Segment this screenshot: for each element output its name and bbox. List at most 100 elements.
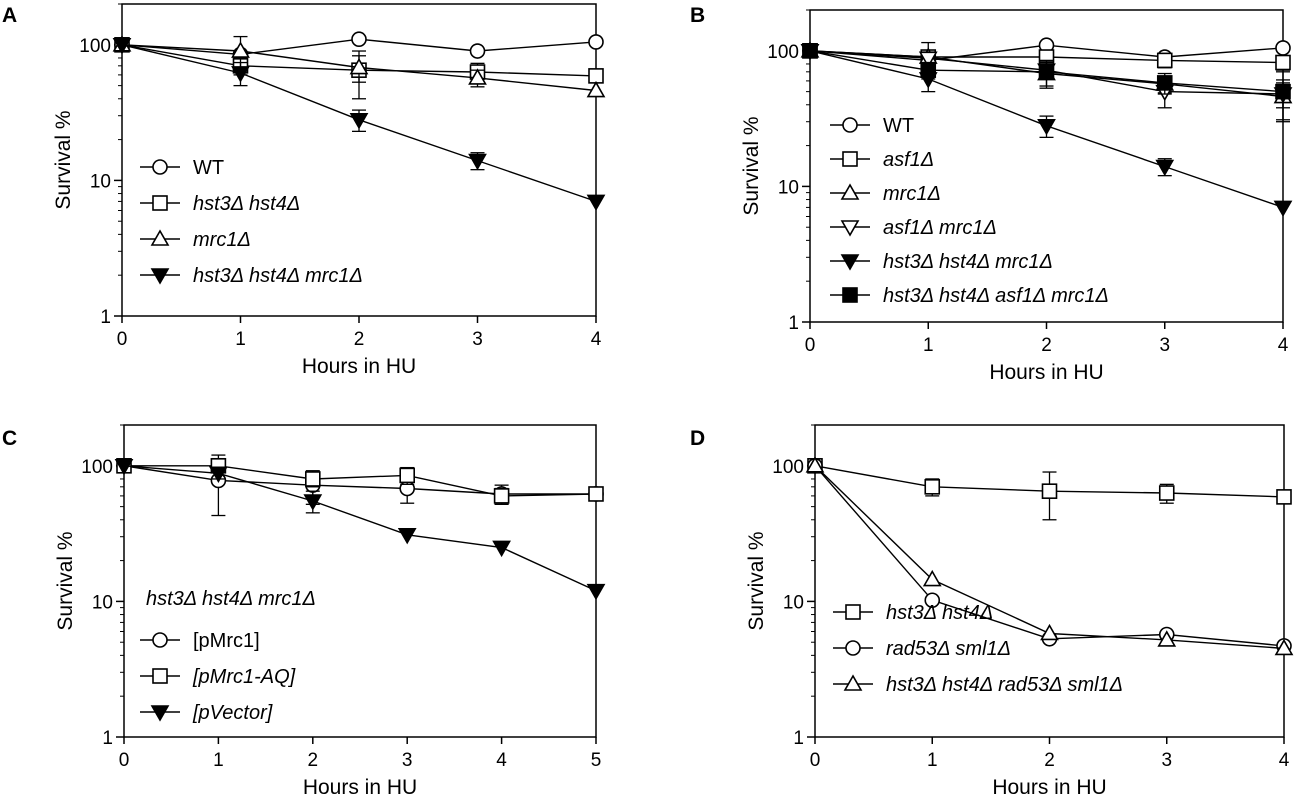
- data-point: [1155, 159, 1175, 177]
- series: [112, 38, 606, 212]
- legend-label: [pMrc1-AQ]: [192, 666, 296, 688]
- legend-label: asf1Δ: [883, 149, 934, 171]
- data-point: [1037, 118, 1056, 136]
- panel-letter-b: B: [690, 4, 705, 27]
- legend: hst3Δ hst4Δ rad53Δ sml1Δ hst3Δ hst4Δ rad53…: [833, 602, 1123, 696]
- legend-marker: [150, 268, 170, 285]
- data-point: [304, 471, 321, 487]
- data-point: [1275, 40, 1291, 56]
- x-tick-label: 2: [308, 750, 319, 771]
- data-point: [588, 34, 604, 50]
- y-tick-label: 10: [92, 592, 113, 613]
- y-axis-title: Survival %: [740, 116, 763, 215]
- panel-letter-a: A: [2, 4, 17, 27]
- legend-marker: [840, 220, 860, 237]
- legend-marker: [845, 640, 861, 656]
- series: [805, 456, 1294, 656]
- x-tick-label: 3: [402, 750, 413, 771]
- legend-label: hst3Δ hst4Δ mrc1Δ: [193, 265, 363, 287]
- legend-label: mrc1Δ: [193, 229, 251, 251]
- series-line: [123, 465, 596, 495]
- data-point: [397, 527, 417, 545]
- y-tick-label: 100: [79, 36, 111, 57]
- legend-label: hst3Δ hst4Δ asf1Δ mrc1Δ: [883, 285, 1109, 307]
- legend-marker: [842, 151, 858, 167]
- x-tick-label: 2: [354, 329, 365, 350]
- y-tick-label: 10: [90, 171, 111, 192]
- legend-label: WT: [193, 157, 224, 179]
- x-tick-label: 1: [213, 750, 224, 771]
- data-point: [399, 467, 416, 484]
- y-tick-label: 10: [778, 177, 799, 198]
- x-axis-title: Hours in HU: [992, 776, 1106, 799]
- data-point: [1157, 630, 1177, 647]
- legend-label: mrc1Δ: [883, 183, 941, 205]
- y-tick-label: 1: [793, 728, 804, 749]
- series: [802, 43, 1291, 123]
- y-tick-label: 100: [81, 457, 113, 478]
- data-point: [1038, 64, 1055, 80]
- series-line: [123, 465, 597, 592]
- data-point: [586, 583, 606, 601]
- data-point: [492, 540, 511, 558]
- x-tick-label: 4: [496, 750, 507, 771]
- x-tick-label: 2: [1041, 335, 1052, 356]
- data-point: [586, 194, 606, 212]
- y-tick-label: 1: [100, 307, 111, 328]
- y-tick-label: 100: [767, 42, 799, 63]
- data-point: [1156, 52, 1173, 69]
- data-point: [469, 43, 486, 59]
- data-point: [1041, 483, 1058, 499]
- x-tick-label: 1: [927, 750, 938, 771]
- legend: WT hst3Δ hst4Δ mrc1Δ hst3Δ hst4Δ mrc1Δ: [140, 157, 363, 287]
- data-point: [924, 479, 941, 495]
- data-point: [1158, 485, 1175, 501]
- x-tick-label: 4: [1278, 335, 1289, 356]
- legend-marker: [150, 229, 170, 246]
- y-tick-label: 1: [788, 313, 799, 334]
- legend-marker: [842, 287, 858, 303]
- data-point: [1156, 75, 1173, 91]
- series: [807, 458, 1292, 521]
- data-point: [349, 57, 369, 75]
- legend-label: rad53Δ sml1Δ: [886, 638, 1011, 660]
- data-point: [468, 153, 487, 171]
- legend-label: [pVector]: [192, 702, 273, 724]
- x-tick-label: 1: [235, 329, 246, 350]
- legend-label: hst3Δ hst4Δ: [193, 193, 300, 215]
- x-tick-label: 0: [805, 335, 816, 356]
- legend-marker: [152, 668, 168, 684]
- legend: WT asf1Δ mrc1Δ asf1Δ mrc1Δ hst3Δ hst4Δ mrc1Δ…: [830, 115, 1109, 307]
- data-point: [918, 51, 938, 68]
- x-tick-label: 3: [1161, 750, 1172, 771]
- legend-marker: [150, 705, 170, 722]
- series-line: [124, 465, 597, 497]
- x-axis-title: Hours in HU: [302, 355, 416, 378]
- series: [116, 454, 604, 505]
- data-point: [209, 466, 228, 483]
- data-point: [920, 62, 937, 78]
- x-axis-title: Hours in HU: [303, 776, 417, 799]
- legend-label: hst3Δ hst4Δ mrc1Δ: [883, 251, 1053, 273]
- data-point: [1275, 83, 1291, 100]
- data-point: [1040, 623, 1059, 641]
- x-tick-label: 2: [1044, 750, 1055, 771]
- series: [116, 457, 604, 517]
- data-point: [588, 486, 604, 502]
- legend-label: hst3Δ hst4Δ: [886, 602, 993, 624]
- legend-marker: [152, 195, 168, 211]
- legend-label: [pMrc1]: [193, 630, 260, 652]
- series: [114, 459, 606, 601]
- panel-letter-c: C: [2, 427, 17, 450]
- data-point: [924, 592, 941, 609]
- legend-marker: [152, 159, 168, 175]
- legend: hst3Δ hst4Δ mrc1Δ [pMrc1] [pMrc1-AQ] [pVect…: [140, 588, 316, 724]
- y-axis-title: Survival %: [745, 531, 768, 630]
- x-tick-label: 3: [472, 329, 483, 350]
- y-tick-label: 1: [102, 728, 113, 749]
- x-tick-label: 4: [1279, 750, 1290, 771]
